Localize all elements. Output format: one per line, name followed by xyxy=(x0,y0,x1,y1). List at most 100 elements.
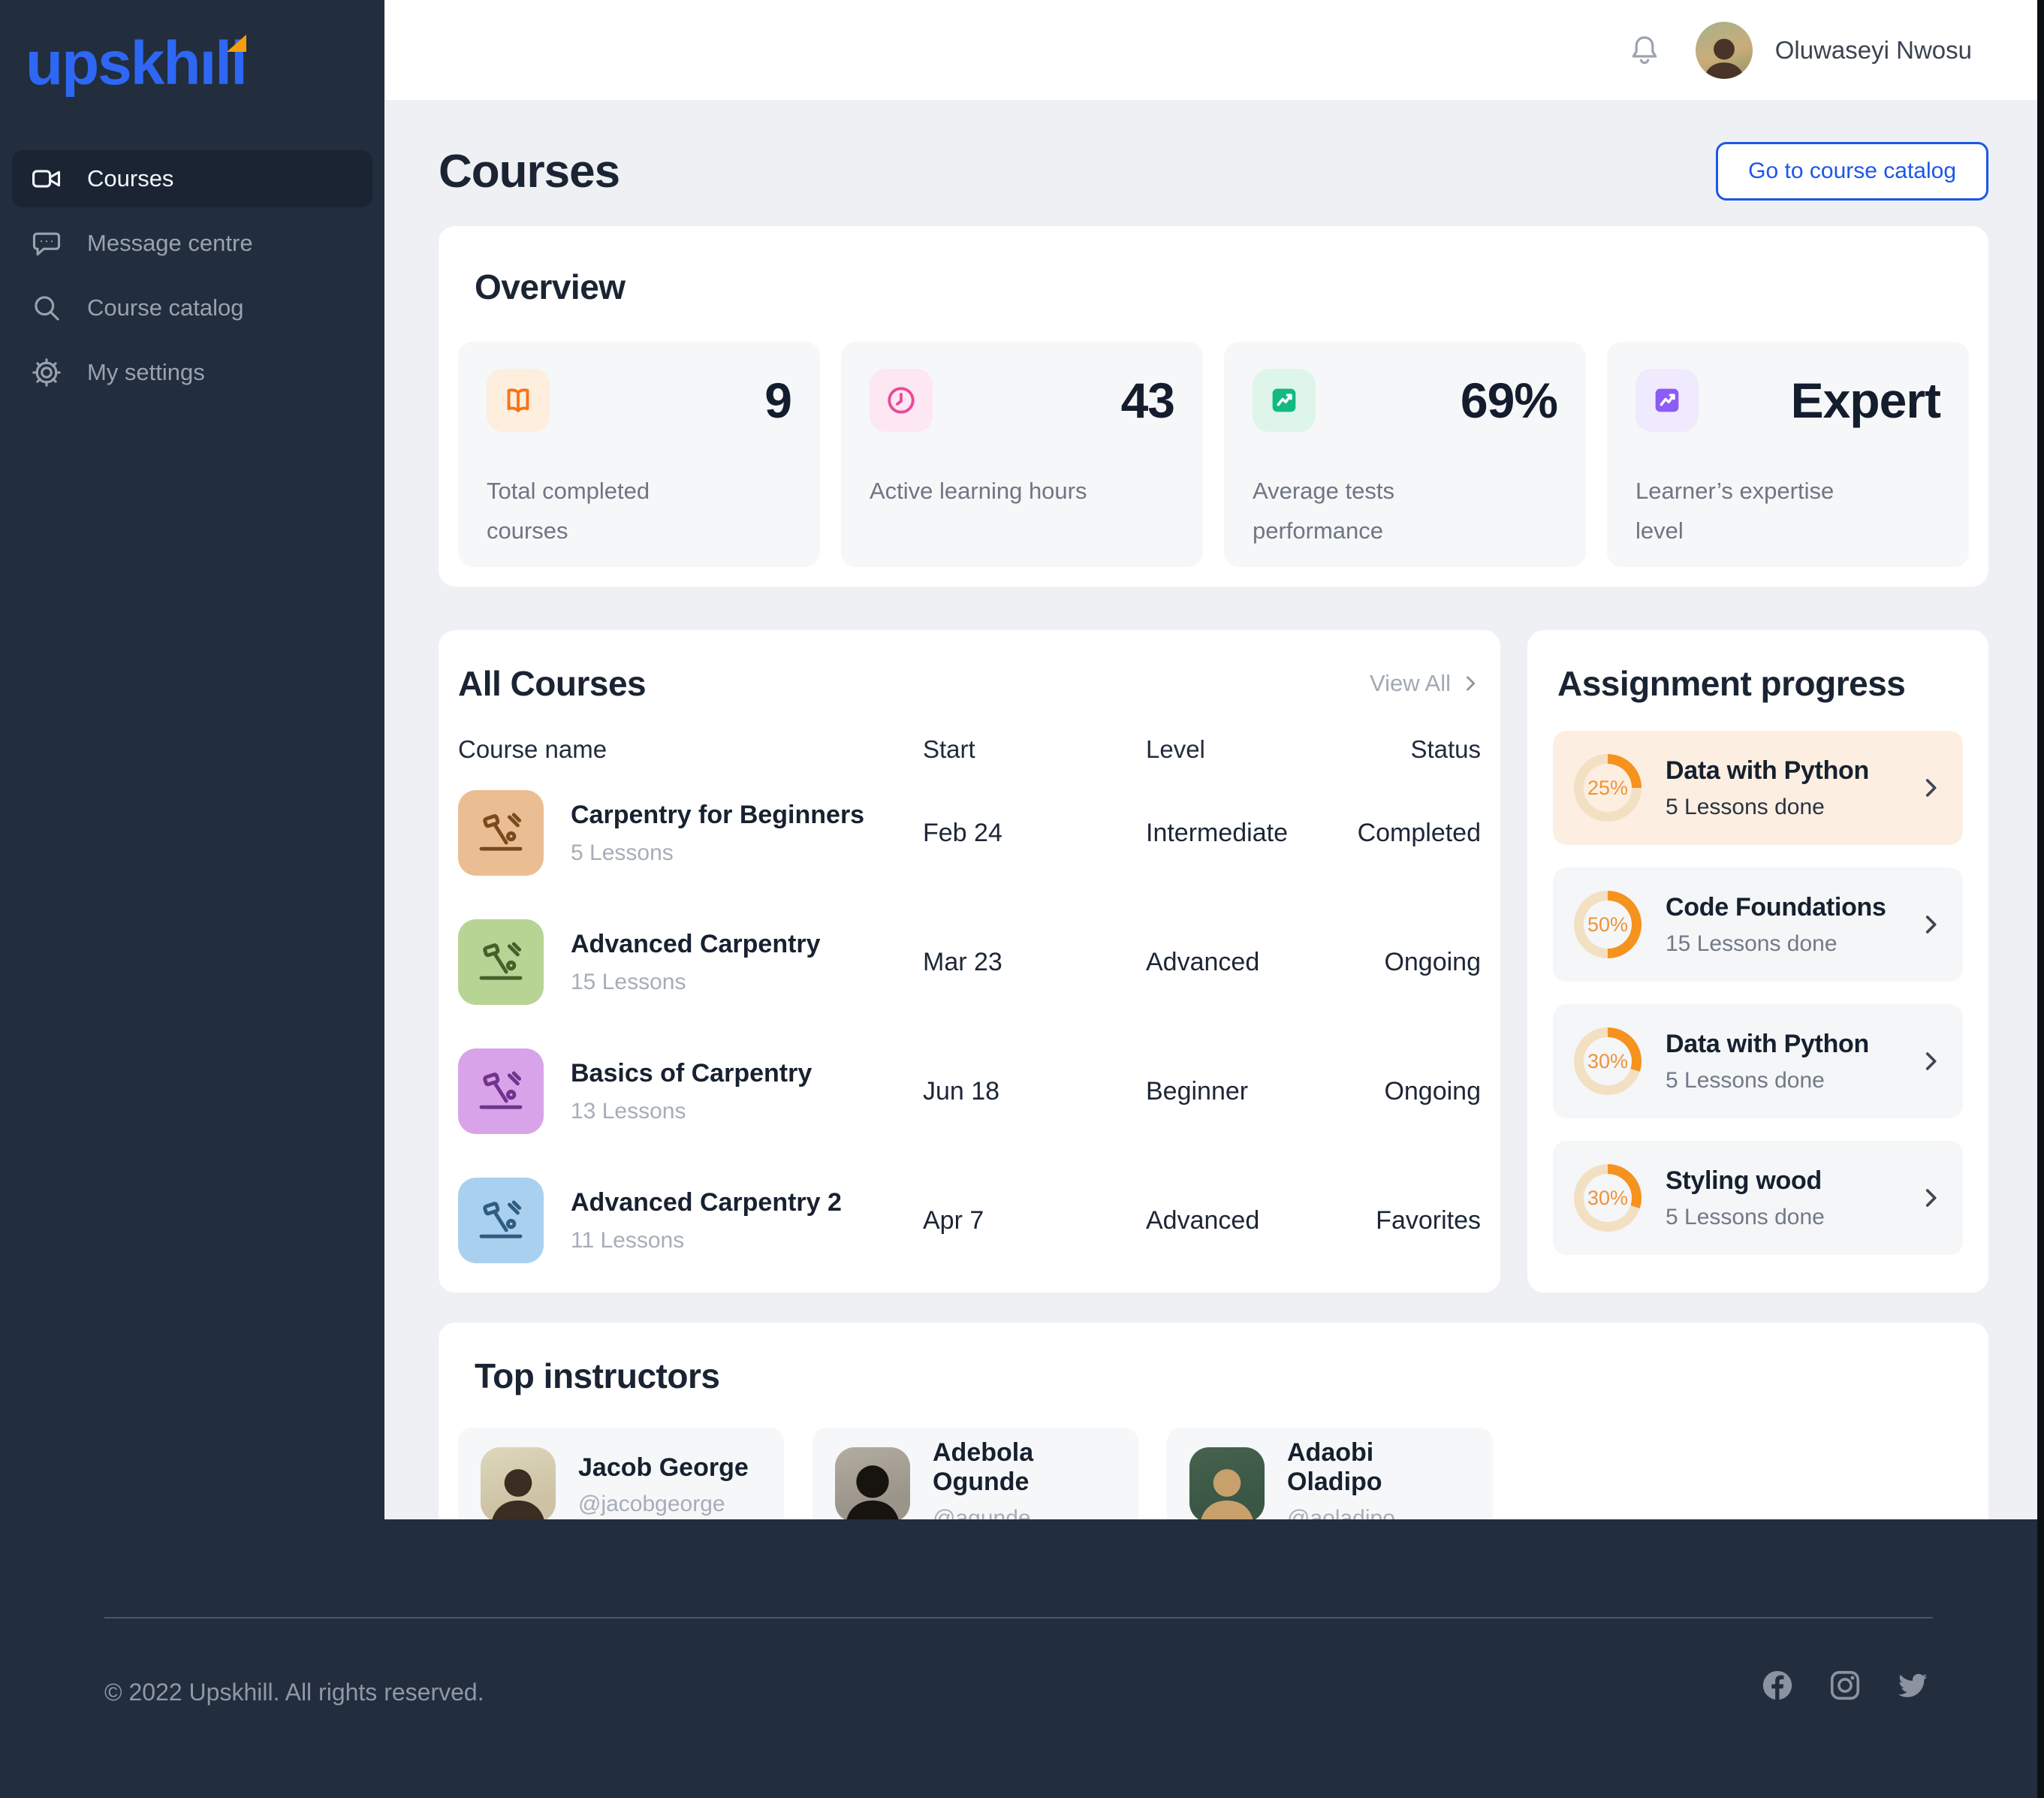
logo-text-pre: upskh xyxy=(26,29,200,98)
course-level: Intermediate xyxy=(1146,818,1288,847)
assignment-name: Styling wood xyxy=(1666,1166,1822,1195)
social-links xyxy=(1760,1668,1930,1703)
instructor-name: Adaobi Oladipo xyxy=(1287,1438,1382,1496)
column-course-name: Course name xyxy=(458,735,607,763)
stat-value: 43 xyxy=(1120,373,1175,428)
chevron-right-icon xyxy=(1467,676,1476,691)
go-to-course-catalog-button[interactable]: Go to course catalog xyxy=(1716,142,1988,201)
user-menu[interactable]: Oluwaseyi Nwosu xyxy=(1695,21,1972,79)
column-level: Level xyxy=(1146,735,1205,763)
instructor-name: Jacob George xyxy=(578,1453,749,1482)
assignment-name: Code Foundations xyxy=(1666,892,1886,922)
course-level: Advanced xyxy=(1146,947,1260,976)
sidebar-item-label: Course catalog xyxy=(87,294,244,321)
course-rows: Carpentry for Beginners 5 Lessons Feb 24… xyxy=(458,780,1481,1273)
overview-tiles: 9 Total completed courses 43 Active lear… xyxy=(458,342,1969,567)
assignment-progress-card: Assignment progress 25% Data with Python… xyxy=(1527,630,1988,1293)
progress-percent: 30% xyxy=(1587,1186,1629,1209)
brand-logo[interactable]: upskhıll xyxy=(26,33,248,95)
stat-value: 9 xyxy=(764,373,792,428)
assignment-lessons-done: 15 Lessons done xyxy=(1666,931,1837,956)
course-start: Mar 23 xyxy=(923,947,1002,976)
course-status: Ongoing xyxy=(1384,1076,1481,1106)
course-status: Favorites xyxy=(1376,1205,1481,1235)
chevron-right-icon xyxy=(1918,912,1943,937)
instructor-avatar xyxy=(1189,1447,1265,1522)
sidebar-item-message-centre[interactable]: Message centre xyxy=(12,215,372,272)
stat-value: Expert xyxy=(1790,373,1941,428)
progress-percent: 30% xyxy=(1587,1049,1629,1072)
course-lessons: 15 Lessons xyxy=(571,969,686,994)
user-avatar xyxy=(1695,21,1753,79)
chart-up-icon xyxy=(1253,369,1316,432)
table-row[interactable]: Advanced Carpentry 2 11 Lessons Apr 7 Ad… xyxy=(458,1168,1481,1273)
logo-text-i: ı xyxy=(199,29,216,98)
progress-ring: 25% xyxy=(1574,754,1642,822)
instructor-avatar xyxy=(835,1447,910,1522)
top-header: Oluwaseyi Nwosu xyxy=(384,0,2044,100)
search-icon xyxy=(30,291,63,324)
column-status: Status xyxy=(1410,735,1481,763)
book-icon xyxy=(487,369,550,432)
progress-ring: 50% xyxy=(1574,891,1642,958)
course-start: Apr 7 xyxy=(923,1205,984,1235)
top-instructors-title: Top instructors xyxy=(475,1356,720,1395)
progress-ring: 30% xyxy=(1574,1027,1642,1095)
stat-label: Total completed courses xyxy=(487,478,650,545)
sidebar-item-course-catalog[interactable]: Course catalog xyxy=(12,279,372,336)
assignment-item[interactable]: 30% Styling wood 5 Lessons done xyxy=(1553,1141,1963,1255)
stat-label: Average tests performance xyxy=(1253,478,1394,545)
sidebar-item-my-settings[interactable]: My settings xyxy=(12,344,372,401)
all-courses-card: All Courses View All Course name Start L… xyxy=(439,630,1500,1293)
sidebar-item-courses[interactable]: Courses xyxy=(12,150,372,207)
bell-icon[interactable] xyxy=(1626,32,1663,68)
course-name: Basics of Carpentry xyxy=(571,1058,812,1088)
assignment-lessons-done: 5 Lessons done xyxy=(1666,794,1825,819)
stat-label: Learner’s expertise level xyxy=(1636,478,1834,545)
assignment-lessons-done: 5 Lessons done xyxy=(1666,1204,1825,1229)
table-row[interactable]: Advanced Carpentry 15 Lessons Mar 23 Adv… xyxy=(458,910,1481,1015)
chart-up-icon xyxy=(1636,369,1699,432)
sidebar-nav: Courses Message centre Course catalog My… xyxy=(0,150,384,401)
course-name: Carpentry for Beginners xyxy=(571,800,865,829)
twitter-icon[interactable] xyxy=(1895,1668,1930,1703)
instagram-icon[interactable] xyxy=(1828,1668,1862,1703)
footer-divider xyxy=(104,1617,1933,1619)
scrollbar[interactable] xyxy=(2037,0,2044,1798)
instructor-handle: @jacobgeorge xyxy=(578,1491,725,1516)
sidebar-item-label: My settings xyxy=(87,359,205,385)
assignment-list: 25% Data with Python 5 Lessons done 50% xyxy=(1553,731,1963,1255)
assignment-item[interactable]: 30% Data with Python 5 Lessons done xyxy=(1553,1004,1963,1118)
stat-tile-tests-performance: 69% Average tests performance xyxy=(1224,342,1586,567)
course-start: Jun 18 xyxy=(923,1076,1000,1106)
assignment-lessons-done: 5 Lessons done xyxy=(1666,1067,1825,1093)
assignment-item[interactable]: 25% Data with Python 5 Lessons done xyxy=(1553,731,1963,845)
stat-tile-completed-courses: 9 Total completed courses xyxy=(458,342,820,567)
overview-card: Overview 9 Total completed courses xyxy=(439,226,1988,587)
progress-percent: 25% xyxy=(1587,776,1629,799)
video-camera-icon xyxy=(30,162,63,195)
sidebar-item-label: Courses xyxy=(87,165,174,192)
chevron-right-icon xyxy=(1918,1185,1943,1211)
progress-percent: 50% xyxy=(1587,913,1629,936)
instructor-name: Adebola Ogunde xyxy=(933,1438,1034,1496)
course-thumbnail xyxy=(458,1048,544,1134)
view-all-link[interactable]: View All xyxy=(1370,670,1481,697)
overview-title: Overview xyxy=(475,267,626,306)
facebook-icon[interactable] xyxy=(1760,1668,1795,1703)
assignment-item[interactable]: 50% Code Foundations 15 Lessons done xyxy=(1553,867,1963,982)
course-lessons: 13 Lessons xyxy=(571,1098,686,1124)
course-level: Advanced xyxy=(1146,1205,1260,1235)
page-title-row: Courses Go to course catalog xyxy=(439,142,1988,201)
table-row[interactable]: Basics of Carpentry 13 Lessons Jun 18 Be… xyxy=(458,1039,1481,1144)
course-thumbnail xyxy=(458,790,544,876)
sidebar-item-label: Message centre xyxy=(87,230,253,256)
view-all-label: View All xyxy=(1370,670,1451,696)
table-header: Course name Start Level Status xyxy=(458,735,1481,764)
chevron-right-icon xyxy=(1918,775,1943,801)
table-row[interactable]: Carpentry for Beginners 5 Lessons Feb 24… xyxy=(458,780,1481,885)
course-level: Beginner xyxy=(1146,1076,1249,1106)
assignment-name: Data with Python xyxy=(1666,1029,1869,1058)
course-thumbnail xyxy=(458,1178,544,1263)
footer: © 2022 Upskhill. All rights reserved. xyxy=(0,1519,2044,1798)
